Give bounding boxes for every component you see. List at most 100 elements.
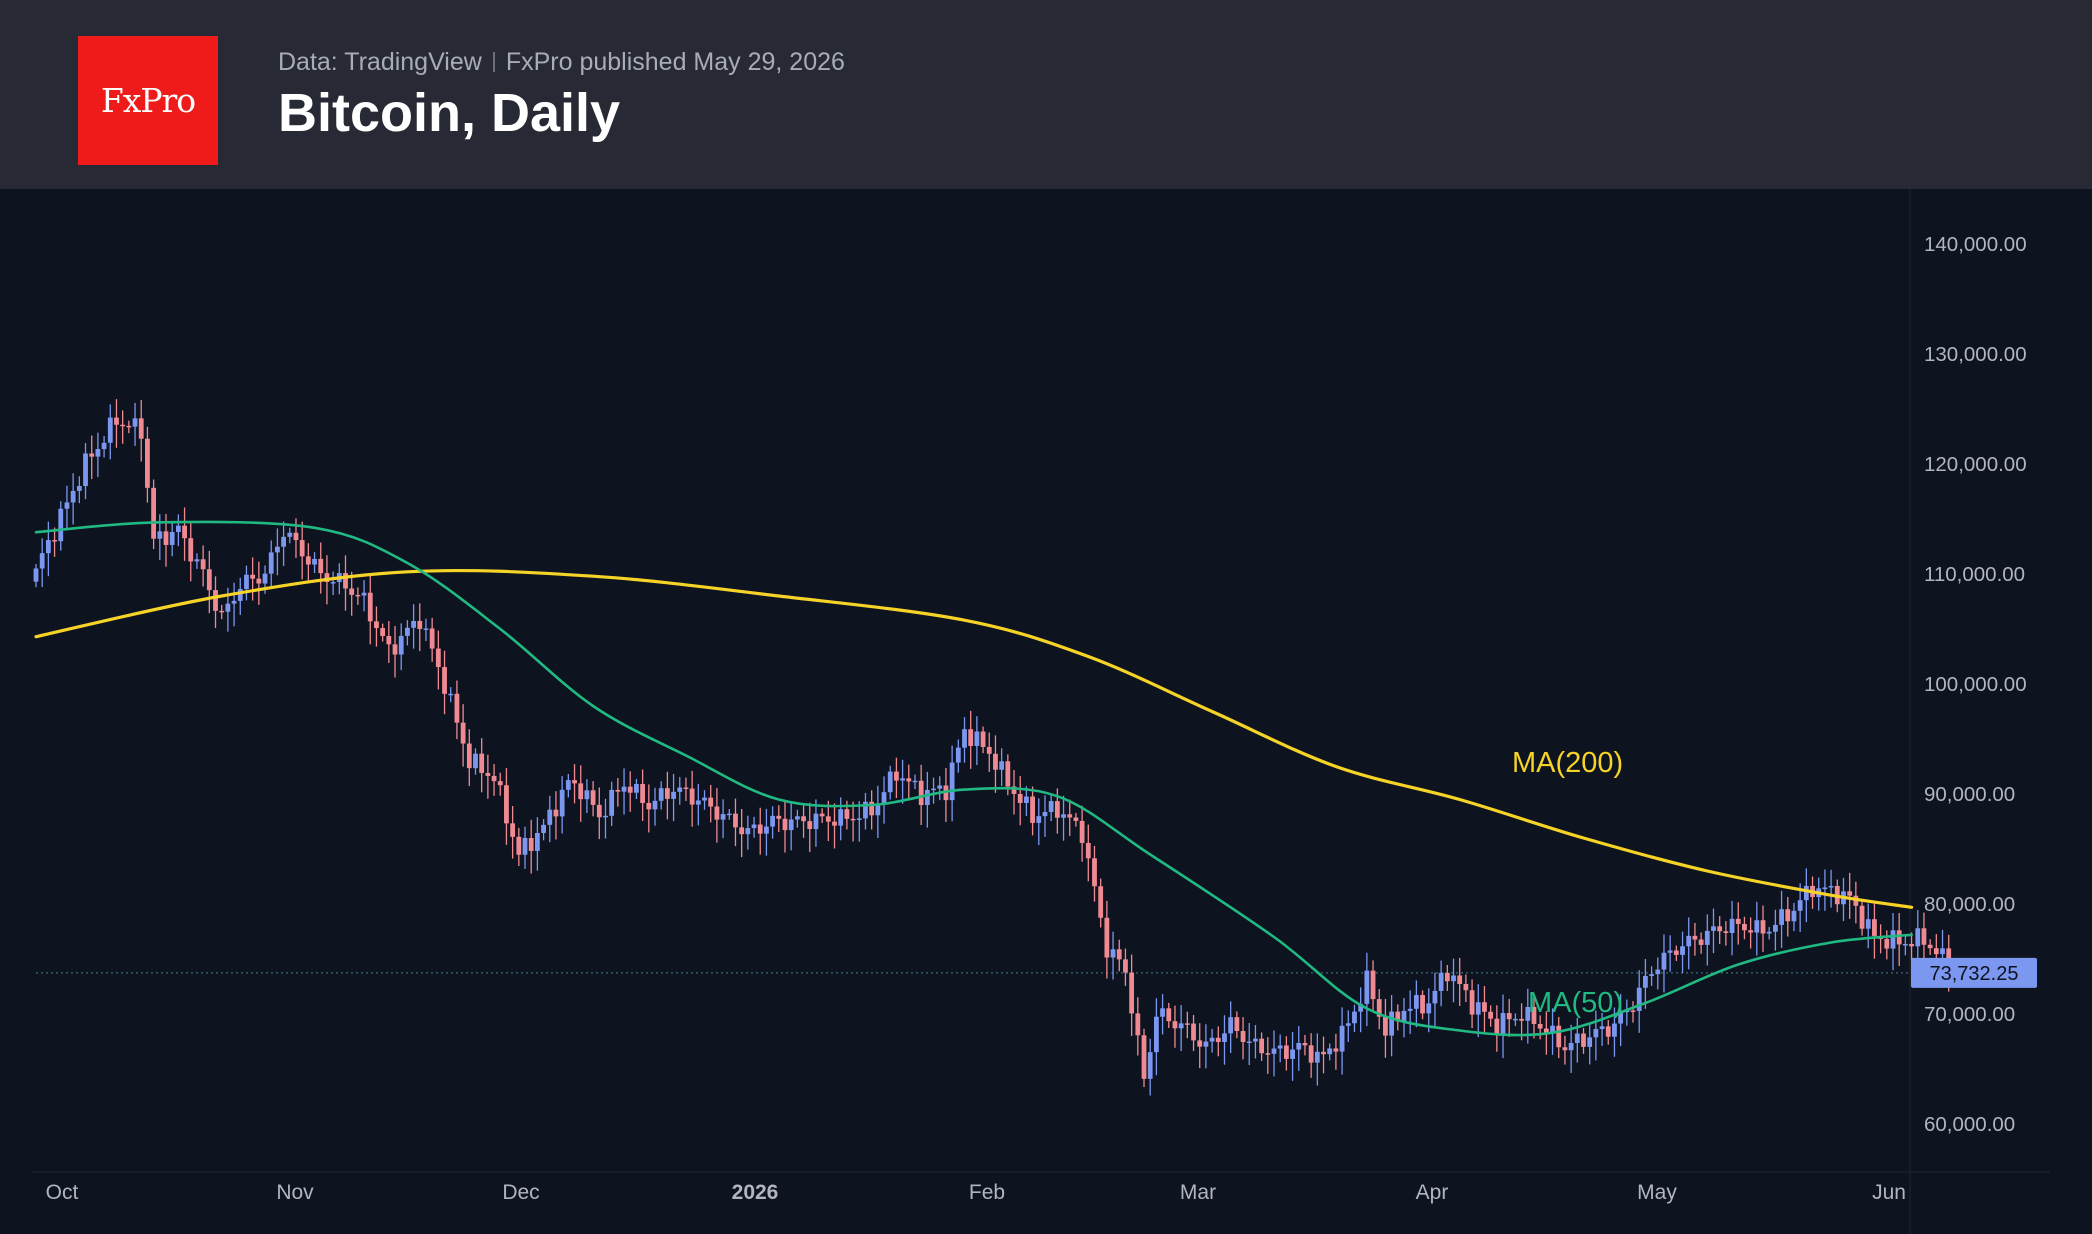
candle	[1513, 1013, 1518, 1027]
candle	[1872, 900, 1877, 959]
candle	[881, 776, 887, 824]
candle-body	[1513, 1018, 1518, 1021]
candle	[1172, 1005, 1178, 1048]
candle	[1636, 970, 1642, 1033]
candle	[1314, 1033, 1320, 1086]
candle-body	[1711, 926, 1716, 931]
candle-body	[132, 418, 138, 427]
candle	[1203, 1024, 1209, 1069]
time-axis: Oct Nov Dec 2026 Feb Mar Apr May Jun	[46, 1181, 1906, 1204]
candle	[1847, 872, 1853, 919]
chart-header: FxPro Data: TradingView FxPro published M…	[0, 0, 2092, 189]
candle-body	[1884, 938, 1890, 949]
candle	[1253, 1025, 1258, 1059]
candle-body	[76, 486, 82, 491]
candle-body	[596, 804, 602, 818]
candle	[107, 404, 113, 460]
candle	[1686, 917, 1692, 970]
candle-body	[1896, 930, 1902, 945]
price-chart[interactable]: MA(200) MA(50) 140,000.00 130,000.00 120,0…	[0, 189, 2092, 1234]
candle-body	[1426, 1003, 1432, 1014]
published-date: FxPro published May 29, 2026	[505, 48, 845, 76]
candle-body	[1079, 820, 1085, 843]
candle	[126, 420, 132, 434]
time-tick-label: Mar	[1180, 1181, 1216, 1204]
candle	[1438, 960, 1444, 1007]
candle-body	[1178, 1023, 1184, 1029]
candle-body	[101, 442, 107, 450]
candle	[70, 473, 76, 525]
candle	[1036, 798, 1042, 846]
price-tick-label: 80,000.00	[1924, 893, 2015, 916]
candle	[1457, 957, 1463, 1006]
candle-body	[324, 573, 330, 583]
candle	[887, 765, 893, 800]
last-price-badge	[1911, 957, 2037, 988]
candle	[466, 729, 472, 787]
candle-body	[1915, 928, 1921, 947]
candle-body	[1389, 1011, 1395, 1036]
candle-body	[819, 813, 825, 817]
candle	[1760, 905, 1766, 952]
candle-body	[114, 417, 119, 425]
candle-body	[1723, 931, 1729, 934]
candle-body	[1197, 1040, 1203, 1047]
candle	[646, 784, 652, 833]
candle-body	[962, 729, 967, 748]
candle-body	[1587, 1037, 1593, 1047]
candle	[1673, 945, 1679, 961]
candle	[739, 809, 745, 858]
candle	[83, 442, 88, 500]
candle-body	[664, 788, 670, 799]
candle-body	[466, 743, 472, 769]
candle-body	[504, 785, 509, 824]
candle	[510, 805, 516, 859]
candle-body	[460, 722, 466, 744]
candle-body	[157, 531, 163, 539]
candle-body	[417, 620, 423, 629]
candle-body	[305, 556, 311, 565]
candle-body	[1017, 793, 1023, 803]
candle	[1184, 1011, 1190, 1039]
candle	[1655, 957, 1661, 990]
candle	[1562, 1035, 1568, 1065]
candle	[603, 798, 608, 839]
candle	[305, 543, 311, 581]
candle	[120, 410, 126, 444]
candle	[138, 400, 144, 462]
candle	[782, 800, 788, 853]
candle	[287, 527, 293, 544]
candle-body	[1636, 987, 1642, 1011]
candle-body	[1574, 1033, 1580, 1043]
candle-body	[1556, 1025, 1562, 1048]
candle-body	[1290, 1049, 1295, 1059]
candle-body	[182, 525, 187, 539]
candle-body	[491, 775, 497, 782]
candle	[869, 790, 875, 830]
candle	[825, 800, 831, 842]
candle-body	[863, 801, 868, 819]
candle	[986, 732, 992, 772]
candle-body	[1859, 905, 1865, 929]
candle-body	[658, 788, 664, 801]
candle-body	[1308, 1045, 1314, 1063]
candle-body	[1054, 801, 1060, 818]
candle-body	[1785, 909, 1791, 922]
candle	[1735, 902, 1741, 945]
candle-body	[231, 600, 237, 604]
candle-body	[1005, 761, 1011, 787]
candle-body	[1543, 1028, 1549, 1034]
candle	[1432, 972, 1438, 1027]
candle-body	[411, 620, 416, 628]
time-tick-label: Dec	[502, 1181, 539, 1204]
candlesticks	[33, 399, 1958, 1096]
candle-body	[634, 783, 639, 793]
candle	[1574, 1017, 1580, 1063]
candle	[856, 801, 862, 842]
candle-body	[1413, 995, 1419, 1009]
candle-body	[1370, 970, 1376, 1000]
candle	[405, 620, 410, 646]
candle-body	[1339, 1025, 1345, 1052]
meta-separator	[492, 52, 495, 72]
candle	[1723, 921, 1729, 946]
